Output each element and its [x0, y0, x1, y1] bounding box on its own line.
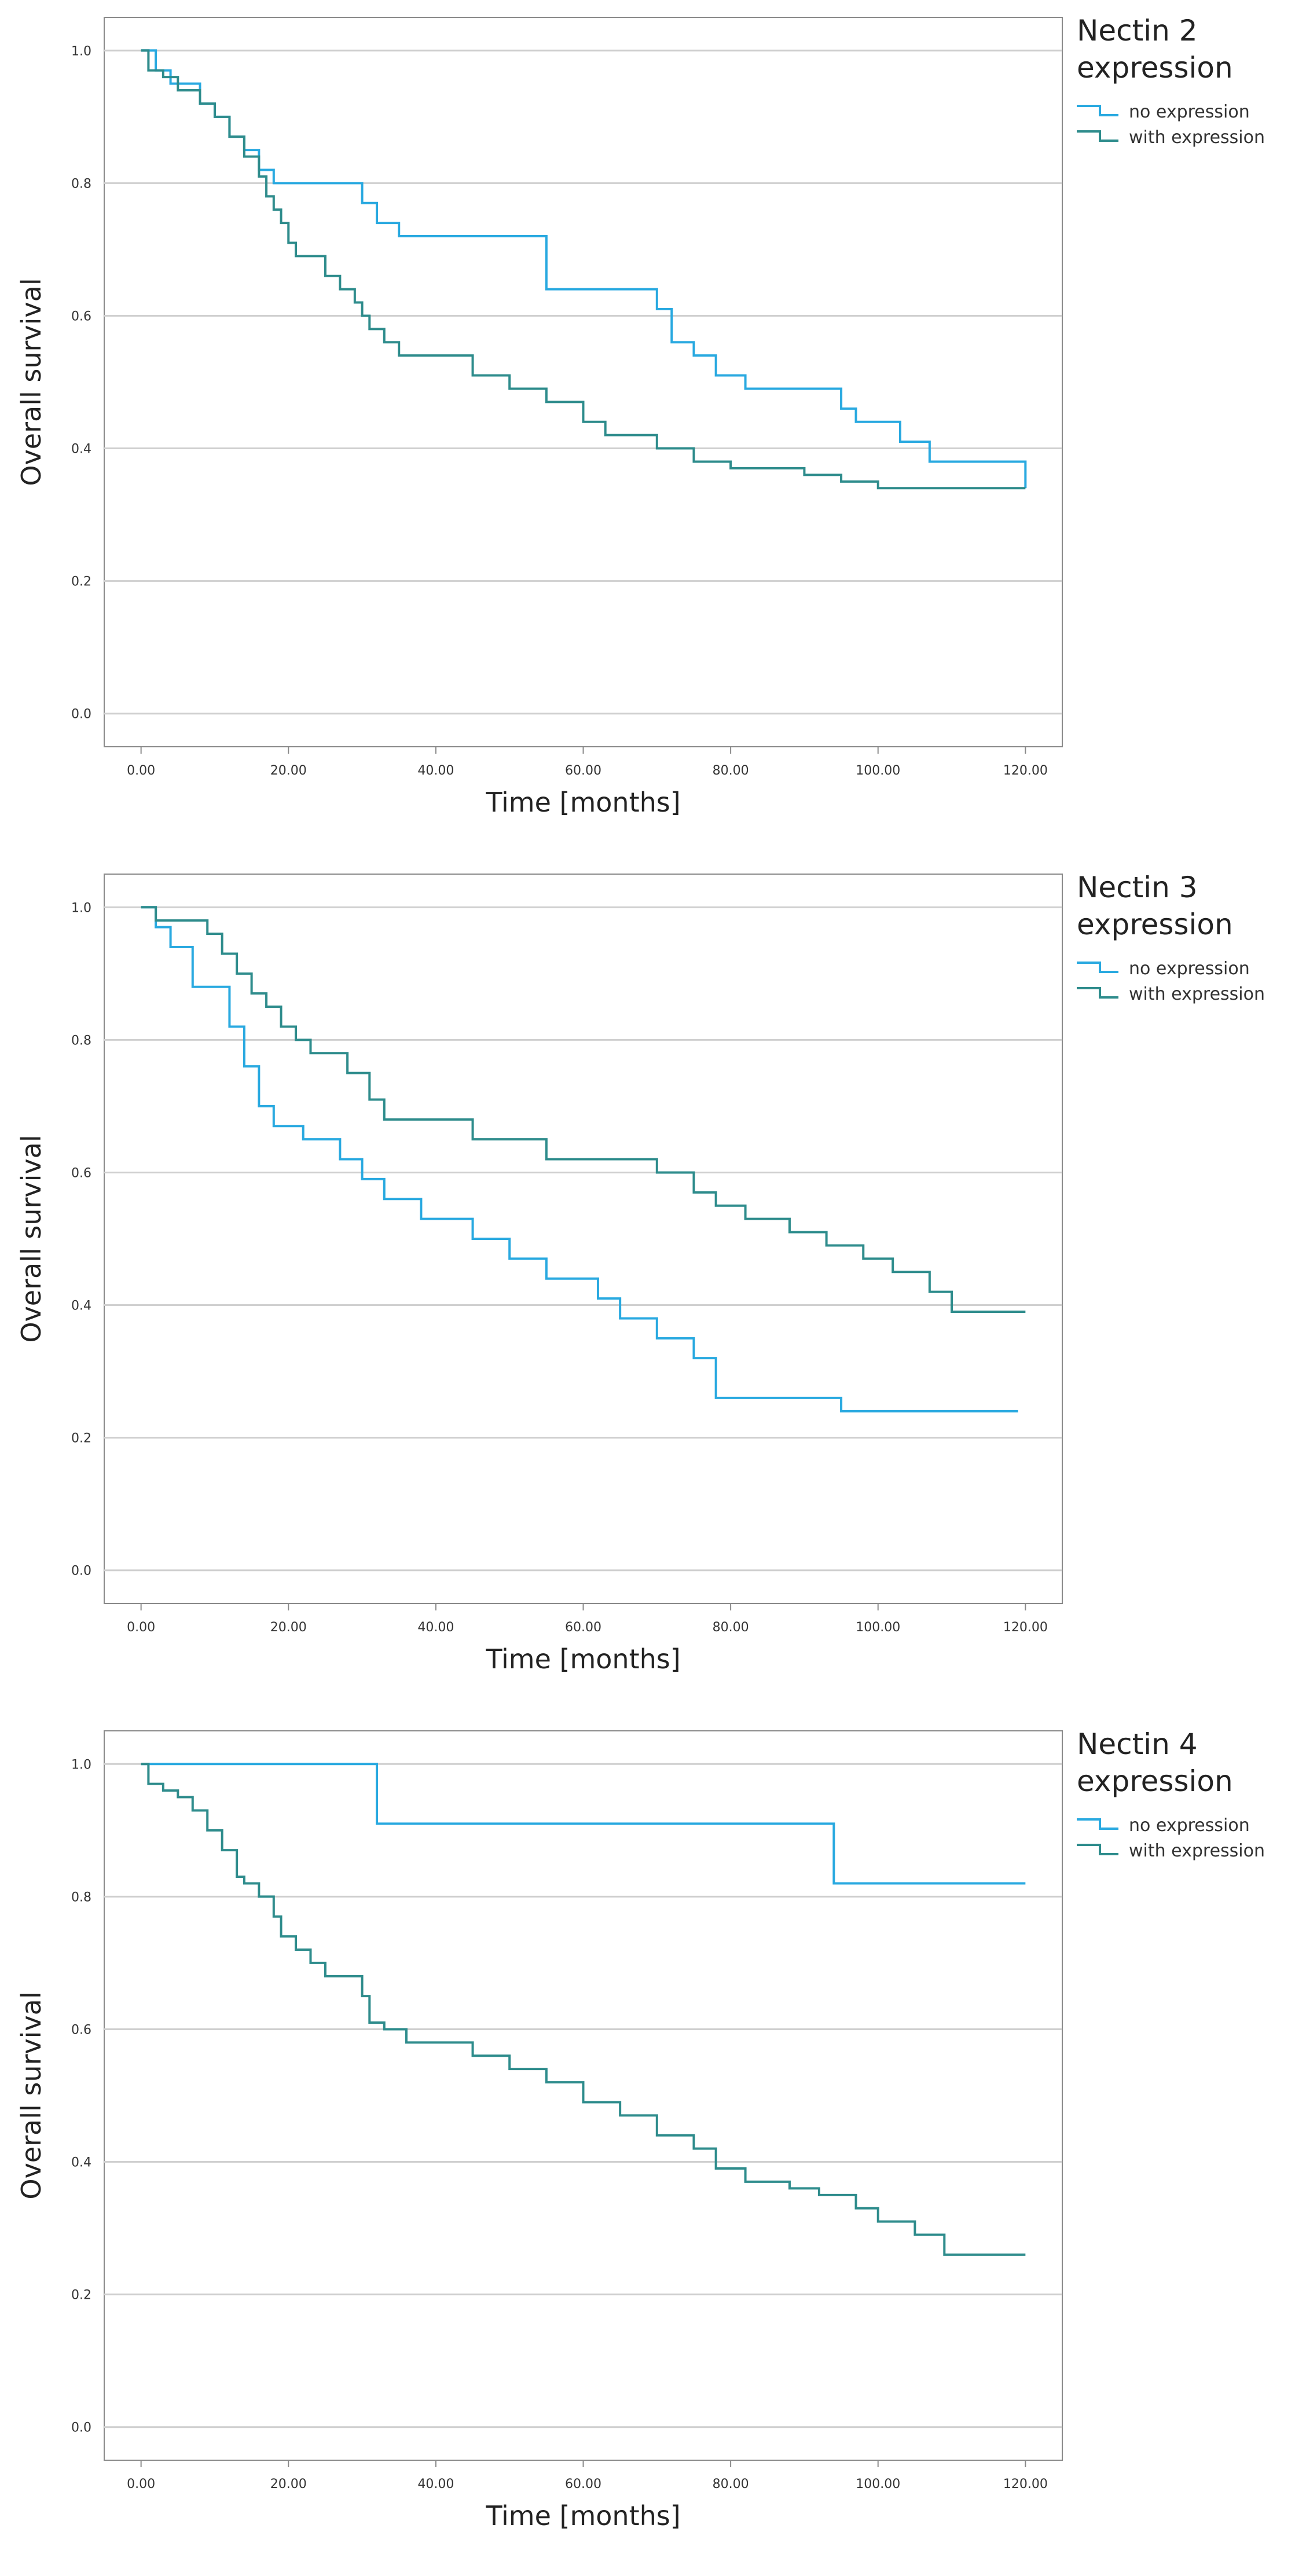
y-tick-label: 0.2 — [71, 2288, 91, 2303]
x-tick-label: 20.00 — [270, 764, 307, 778]
x-tick-label: 20.00 — [270, 1620, 307, 1635]
y-tick-label: 0.0 — [71, 1564, 91, 1579]
x-axis-title: Time [months] — [485, 2500, 680, 2531]
y-tick-label: 0.4 — [71, 2156, 91, 2170]
y-tick-label: 0.8 — [71, 1890, 91, 1905]
legend-swatch — [1077, 987, 1118, 999]
y-tick-label: 0.6 — [71, 2023, 91, 2037]
y-tick-label: 1.0 — [71, 44, 91, 58]
x-tick-label: 0.00 — [127, 1620, 155, 1635]
x-tick-label: 120.00 — [1003, 1620, 1048, 1635]
legend-label: with expression — [1129, 984, 1265, 1004]
y-axis-title: Overall survival — [16, 1991, 47, 2199]
legend-title: Nectin 4 expression — [1077, 1727, 1233, 1798]
legend: Nectin 4 expression no expression with expr… — [1077, 1727, 1265, 1861]
y-tick-label: 0.8 — [71, 177, 91, 191]
legend-swatch — [1077, 962, 1118, 973]
x-tick-label: 120.00 — [1003, 2477, 1048, 2491]
legend-label: with expression — [1129, 1841, 1265, 1861]
legend-label: with expression — [1129, 127, 1265, 148]
y-tick-label: 0.0 — [71, 2421, 91, 2435]
x-tick-label: 60.00 — [565, 2477, 601, 2491]
y-tick-label: 0.6 — [71, 309, 91, 324]
x-tick-label: 20.00 — [270, 2477, 307, 2491]
chart-panel-1: 0.0 0.2 0.4 0.6 0.8 1.0 0.00 20.00 40.00 60.00 80.… — [16, 14, 1265, 818]
x-axis-title: Time [months] — [485, 1643, 680, 1675]
y-tick-label: 0.8 — [71, 1033, 91, 1048]
x-tick-label: 60.00 — [565, 1620, 601, 1635]
legend-label: no expression — [1129, 959, 1250, 979]
x-tick-label: 80.00 — [713, 764, 749, 778]
y-tick-label: 0.2 — [71, 575, 91, 589]
x-tick-label: 100.00 — [856, 1620, 900, 1635]
chart-panel-3: 0.0 0.2 0.4 0.6 0.8 1.0 0.00 20.00 40.00 60.00 80.… — [16, 1727, 1265, 2531]
y-axis-title: Overall survival — [16, 278, 47, 486]
series-line-no-expression — [141, 1763, 1026, 1885]
x-tick-label: 40.00 — [417, 1620, 454, 1635]
legend: Nectin 2 expression no expression with expr… — [1077, 14, 1265, 148]
legend-swatch — [1077, 130, 1118, 142]
x-tick-label: 100.00 — [856, 2477, 900, 2491]
x-tick-label: 80.00 — [713, 2477, 749, 2491]
series-line-no-expression — [141, 906, 1018, 1412]
series-line-with-expression — [141, 906, 1026, 1313]
y-tick-label: 1.0 — [71, 1757, 91, 1772]
y-tick-label: 0.4 — [71, 442, 91, 457]
y-tick-label: 0.4 — [71, 1299, 91, 1313]
legend-swatch — [1077, 1818, 1118, 1830]
y-tick-label: 0.2 — [71, 1432, 91, 1446]
chart-panel-2: 0.0 0.2 0.4 0.6 0.8 1.0 0.00 20.00 40.00 60.00 80.… — [16, 871, 1265, 1675]
x-tick-label: 60.00 — [565, 764, 601, 778]
legend-title: Nectin 3 expression — [1077, 871, 1233, 941]
y-tick-label: 1.0 — [71, 901, 91, 915]
legend-swatch — [1077, 105, 1118, 116]
x-tick-label: 40.00 — [417, 2477, 454, 2491]
legend: Nectin 3 expression no expression with expr… — [1077, 871, 1265, 1004]
x-tick-label: 40.00 — [417, 764, 454, 778]
x-axis-title: Time [months] — [485, 787, 680, 818]
x-tick-label: 80.00 — [713, 1620, 749, 1635]
x-tick-label: 120.00 — [1003, 764, 1048, 778]
y-tick-label: 0.0 — [71, 707, 91, 722]
x-tick-label: 0.00 — [127, 2477, 155, 2491]
legend-label: no expression — [1129, 1815, 1250, 1836]
plot-frame — [104, 17, 1063, 747]
series-line-with-expression — [141, 49, 1026, 490]
x-tick-label: 100.00 — [856, 764, 900, 778]
series-line-with-expression — [141, 1763, 1026, 2256]
legend-title: Nectin 2 expression — [1077, 14, 1233, 85]
plot-frame — [104, 874, 1063, 1604]
x-tick-label: 0.00 — [127, 764, 155, 778]
y-axis-title: Overall survival — [16, 1135, 47, 1342]
legend-label: no expression — [1129, 102, 1250, 122]
legend-swatch — [1077, 1844, 1118, 1855]
y-tick-label: 0.6 — [71, 1166, 91, 1180]
